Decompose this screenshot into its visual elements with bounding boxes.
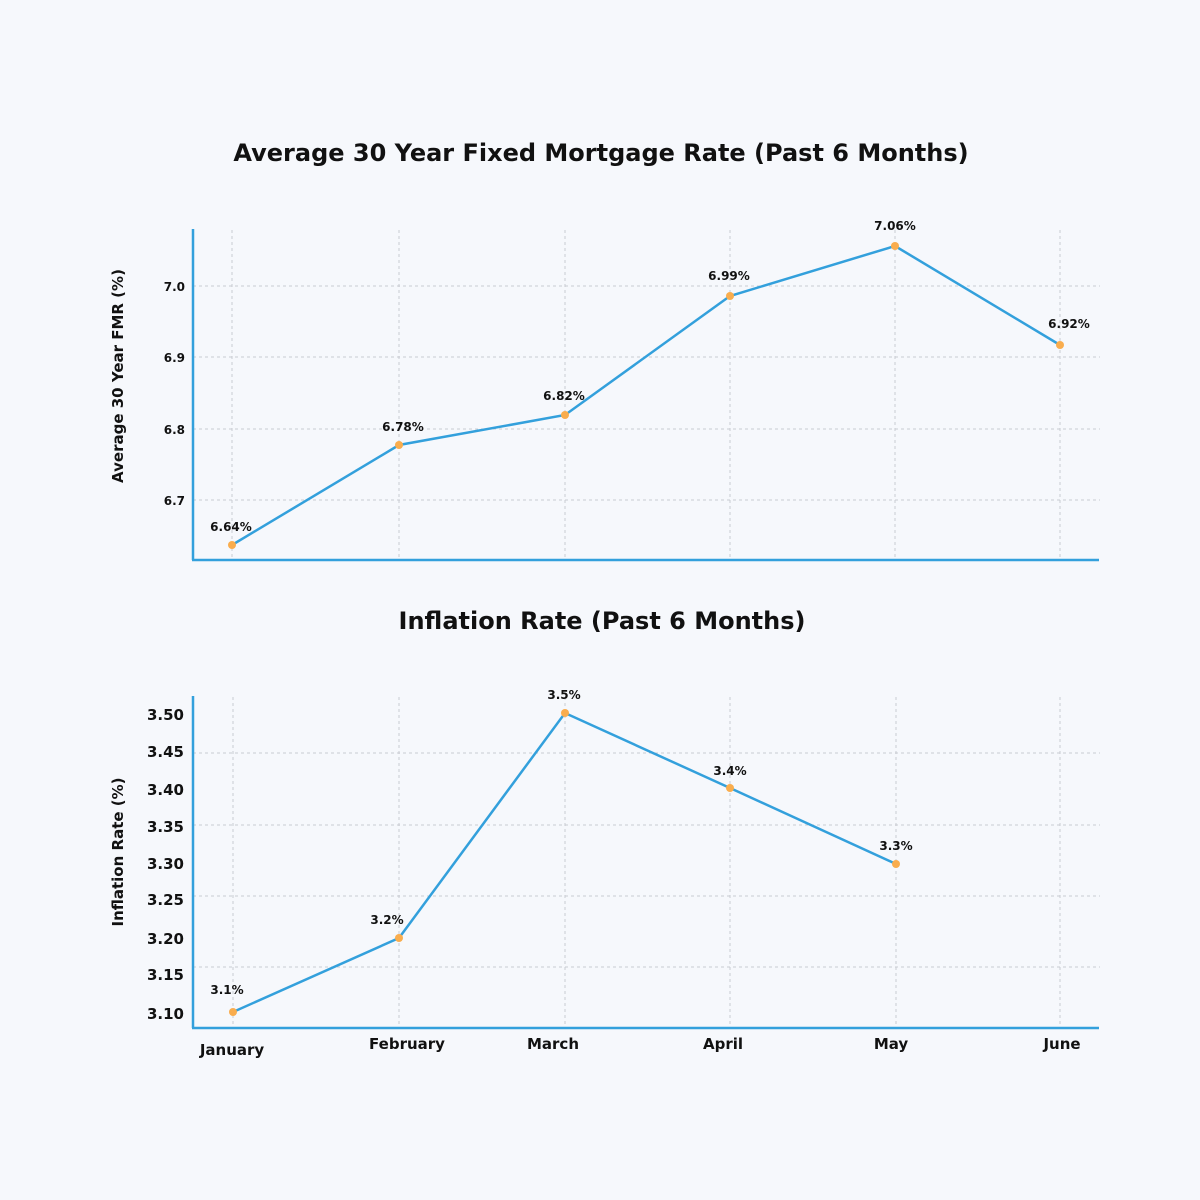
mortgage-series-line [231,244,1061,547]
data-point [395,441,403,449]
inflation-y-axis-label: Inflation Rate (%) [109,778,127,927]
data-label: 6.92% [1048,317,1090,331]
data-label: 3.1% [210,983,243,997]
y-tick: 6.8 [164,423,185,437]
y-tick: 6.7 [164,494,185,508]
data-point [1056,341,1064,349]
inflation-vertical-gridlines [232,697,1061,1027]
x-tick-march: March [527,1035,579,1053]
y-tick: 3.15 [147,966,184,984]
y-tick: 3.50 [147,706,184,724]
mortgage-vertical-gridlines [231,230,1061,559]
y-tick: 7.0 [164,280,185,294]
data-point [228,541,236,549]
data-point [561,411,569,419]
data-point [892,860,900,868]
inflation-markers [229,709,900,1016]
data-label: 3.2% [370,913,403,927]
x-tick-may: May [874,1035,909,1053]
data-label: 3.5% [547,688,580,702]
y-tick: 3.35 [147,818,184,836]
y-tick: 3.25 [147,891,184,909]
x-tick-january: January [199,1041,265,1059]
inflation-data-labels: 3.1% 3.2% 3.5% 3.4% 3.3% [210,688,912,997]
data-label: 3.3% [879,839,912,853]
inflation-horizontal-gridlines [193,752,1100,968]
y-tick: 3.10 [147,1005,184,1023]
data-label: 7.06% [874,219,916,233]
y-tick: 3.45 [147,743,184,761]
data-label: 6.78% [382,420,424,434]
mortgage-data-labels: 6.64% 6.78% 6.82% 6.99% 7.06% 6.92% [210,219,1090,534]
data-point [561,709,569,717]
mortgage-chart-title: Average 30 Year Fixed Mortgage Rate (Pas… [233,139,968,167]
data-label: 3.4% [713,764,746,778]
y-tick: 3.40 [147,781,184,799]
mortgage-markers [228,242,1064,549]
data-label: 6.99% [708,269,750,283]
y-tick: 3.20 [147,930,184,948]
data-point [726,784,734,792]
y-tick: 3.30 [147,855,184,873]
data-point [229,1008,237,1016]
x-tick-february: February [369,1035,445,1053]
mortgage-y-ticks: 7.0 6.9 6.8 6.7 [164,280,185,508]
inflation-y-ticks: 3.50 3.45 3.40 3.35 3.30 3.25 3.20 3.15 … [147,706,184,1023]
data-point [891,242,899,250]
mortgage-horizontal-gridlines [193,285,1100,501]
y-tick: 6.9 [164,351,185,365]
inflation-chart-title: Inflation Rate (Past 6 Months) [399,607,806,635]
mortgage-y-axis-label: Average 30 Year FMR (%) [109,269,127,483]
data-point [395,934,403,942]
x-tick-april: April [703,1035,743,1053]
mortgage-chart: Average 30 Year Fixed Mortgage Rate (Pas… [109,139,1100,562]
data-point [726,292,734,300]
x-axis-month-labels: January February March April May June [199,1035,1081,1059]
inflation-chart: Inflation Rate (Past 6 Months) Inflation… [109,607,1100,1059]
data-label: 6.64% [210,520,252,534]
x-tick-june: June [1042,1035,1080,1053]
data-label: 6.82% [543,389,585,403]
